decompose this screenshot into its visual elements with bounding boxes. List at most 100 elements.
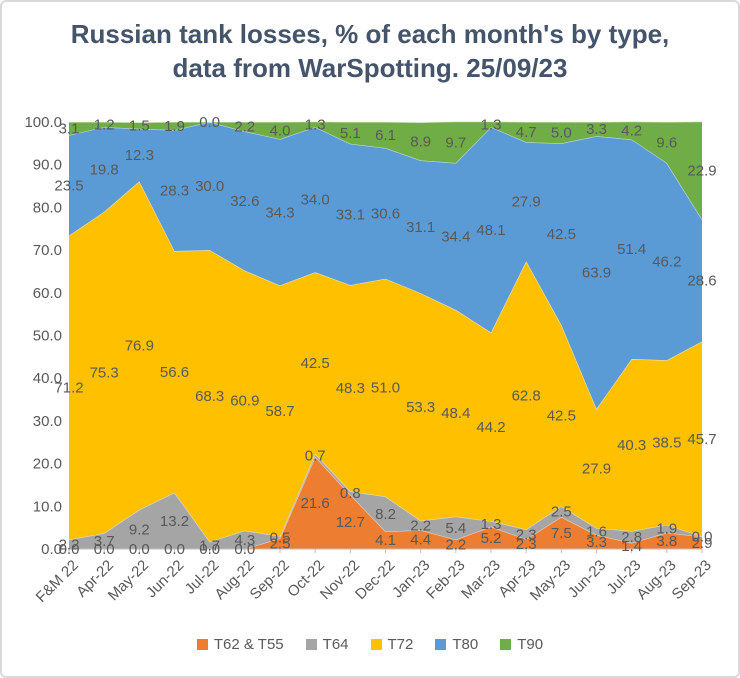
y-axis-tick-label: 90.0 xyxy=(33,157,62,174)
data-label-t72: 76.9 xyxy=(125,338,154,355)
data-label-t90: 5.0 xyxy=(551,125,572,142)
area-series-t64 xyxy=(69,453,702,549)
data-label-t62-t55: 0.0 xyxy=(59,541,80,558)
data-label-t72: 44.2 xyxy=(476,419,505,436)
y-axis-tick-label: 40.0 xyxy=(33,370,62,387)
data-label-t62-t55: 1.4 xyxy=(621,538,642,555)
data-label-t72: 75.3 xyxy=(90,364,119,381)
data-label-t72: 56.6 xyxy=(160,364,189,381)
data-label-t90: 4.0 xyxy=(270,123,291,140)
data-label-t90: 2.2 xyxy=(234,119,255,136)
legend-item-t72: T72 xyxy=(370,636,414,653)
data-label-t90: 9.7 xyxy=(445,134,466,151)
data-label-t64: 1.9 xyxy=(656,521,677,538)
area-series-t90 xyxy=(69,121,702,220)
data-label-t90: 1.3 xyxy=(481,116,502,133)
data-label-t62-t55: 0.0 xyxy=(94,541,115,558)
data-label-t80: 27.9 xyxy=(512,194,541,211)
data-label-t80: 34.3 xyxy=(265,204,294,221)
y-axis-tick-label: 70.0 xyxy=(33,242,62,259)
data-label-t62-t55: 0.0 xyxy=(199,541,220,558)
data-label-t72: 68.3 xyxy=(195,388,224,405)
data-label-t80: 42.5 xyxy=(547,226,576,243)
data-label-t90: 22.9 xyxy=(687,162,716,179)
data-label-t72: 62.8 xyxy=(512,387,541,404)
data-label-t80: 48.1 xyxy=(476,222,505,239)
data-label-t62-t55: 2.2 xyxy=(445,536,466,553)
data-label-t90: 9.6 xyxy=(656,134,677,151)
data-label-t80: 28.3 xyxy=(160,183,189,200)
data-label-t80: 33.1 xyxy=(336,206,365,223)
legend-swatch-icon xyxy=(435,639,447,650)
x-axis-category-label: Dec-22 xyxy=(352,557,398,603)
data-label-t90: 3.1 xyxy=(59,121,80,138)
y-axis-tick-label: 30.0 xyxy=(33,413,62,430)
data-label-t72: 58.7 xyxy=(265,403,294,420)
x-axis-category-label: F&M 22 xyxy=(33,557,82,606)
y-axis-tick-label: 100.0 xyxy=(24,114,62,131)
x-axis-category-label: Jun-23 xyxy=(565,557,609,601)
data-label-t90: 1.5 xyxy=(129,118,150,135)
area-series-t72 xyxy=(69,181,702,542)
data-label-t72: 42.5 xyxy=(547,408,576,425)
data-label-t64: 1.6 xyxy=(586,523,607,540)
data-label-t64: 3.7 xyxy=(94,533,115,550)
data-label-t80: 32.6 xyxy=(230,193,259,210)
data-label-t90: 0.0 xyxy=(199,114,220,131)
data-label-t72: 71.2 xyxy=(54,380,83,397)
data-label-t64: 2.2 xyxy=(410,518,431,535)
data-label-t62-t55: 3.3 xyxy=(586,534,607,551)
data-label-t72: 48.4 xyxy=(441,405,470,422)
data-label-t80: 46.2 xyxy=(652,254,681,271)
data-label-t80: 28.6 xyxy=(687,272,716,289)
data-label-t64: 13.2 xyxy=(160,513,189,530)
y-axis-tick-label: 50.0 xyxy=(33,328,62,345)
data-label-t64: 4.3 xyxy=(234,532,255,549)
legend-swatch-icon xyxy=(196,639,208,650)
data-label-t80: 30.0 xyxy=(195,178,224,195)
data-label-t62-t55: 21.6 xyxy=(301,495,330,512)
data-label-t62-t55: 2.3 xyxy=(516,536,537,553)
data-label-t62-t55: 0.0 xyxy=(129,541,150,558)
data-label-t80: 23.5 xyxy=(54,177,83,194)
data-label-t64: 0.8 xyxy=(340,485,361,502)
y-axis-tick-label: 60.0 xyxy=(33,285,62,302)
data-label-t62-t55: 0.0 xyxy=(234,541,255,558)
data-label-t80: 30.6 xyxy=(371,205,400,222)
data-label-t62-t55: 3.8 xyxy=(656,533,677,550)
data-label-t64: 2.3 xyxy=(516,526,537,543)
x-axis-category-label: Feb-23 xyxy=(423,557,469,603)
legend-label: T80 xyxy=(452,636,479,653)
legend-swatch-icon xyxy=(305,639,317,650)
data-label-t72: 53.3 xyxy=(406,399,435,416)
data-label-t72: 60.9 xyxy=(230,393,259,410)
legend-label: T62 & T55 xyxy=(213,636,284,653)
data-label-t72: 45.7 xyxy=(687,431,716,448)
data-label-t64: 5.4 xyxy=(445,520,466,537)
legend-item-t64: T64 xyxy=(305,636,349,653)
data-label-t72: 40.3 xyxy=(617,437,646,454)
data-label-t64: 1.7 xyxy=(199,537,220,554)
data-label-t80: 34.0 xyxy=(301,192,330,209)
legend-label: T90 xyxy=(517,636,544,653)
y-axis-tick-label: 10.0 xyxy=(33,498,62,515)
data-label-t62-t55: 4.4 xyxy=(410,532,431,549)
data-label-t90: 5.1 xyxy=(340,125,361,142)
chart-title: Russian tank losses, % of each month's b… xyxy=(70,19,670,84)
legend-swatch-icon xyxy=(370,639,382,650)
data-label-t62-t55: 2.5 xyxy=(270,536,291,553)
legend-label: T72 xyxy=(387,636,414,653)
data-label-t64: 9.2 xyxy=(129,521,150,538)
x-axis-category-label: Sep-22 xyxy=(247,557,293,603)
x-axis-category-label: Mar-23 xyxy=(458,557,504,603)
data-label-t62-t55: 2.9 xyxy=(692,535,713,552)
data-label-t80: 51.4 xyxy=(617,241,646,258)
data-label-t90: 8.9 xyxy=(410,133,431,150)
legend-item-t62-t55: T62 & T55 xyxy=(196,636,284,653)
data-label-t90: 3.3 xyxy=(586,121,607,138)
data-label-t62-t55: 5.2 xyxy=(481,530,502,547)
data-label-t80: 12.3 xyxy=(125,147,154,164)
data-label-t62-t55: 4.1 xyxy=(375,532,396,549)
